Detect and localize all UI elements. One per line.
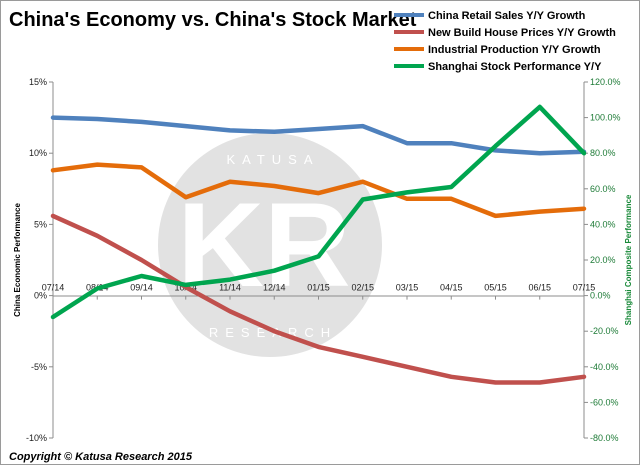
- watermark-top-text: KATUSA: [226, 152, 319, 167]
- left-tick-label: 0%: [34, 291, 47, 301]
- data-point: [318, 192, 319, 194]
- data-point: [96, 118, 98, 120]
- x-tick-label: 03/15: [396, 283, 419, 293]
- legend: China Retail Sales Y/Y Growth New Build H…: [394, 10, 616, 73]
- data-point: [141, 166, 142, 168]
- left-tick-label: 10%: [29, 148, 47, 158]
- x-tick-label: 02/15: [351, 283, 374, 293]
- data-point: [539, 106, 541, 108]
- data-point: [273, 131, 275, 133]
- data-point: [362, 198, 364, 200]
- data-point: [52, 169, 54, 171]
- left-tick-label: -10%: [26, 433, 47, 443]
- data-point: [406, 198, 408, 200]
- data-point: [406, 191, 408, 193]
- y-axis-right-label: Shanghai Composite Performance: [624, 194, 633, 325]
- data-point: [52, 117, 54, 119]
- x-tick-label: 12/14: [263, 283, 286, 293]
- data-point: [273, 185, 275, 187]
- data-point: [185, 125, 187, 127]
- data-point: [362, 181, 364, 183]
- data-point: [229, 310, 231, 312]
- data-point: [96, 235, 98, 237]
- left-tick-label: 5%: [34, 219, 47, 229]
- data-point: [141, 121, 142, 123]
- data-point: [539, 211, 541, 213]
- right-tick-label: 40.0%: [590, 219, 616, 229]
- x-tick-labels: 07/14 08/14 09/14 10/14 11/14 12/14 01/15 02/15…: [42, 283, 596, 300]
- right-tick-label: -20.0%: [590, 326, 619, 336]
- data-point: [495, 149, 496, 151]
- legend-item-label: New Build House Prices Y/Y Growth: [428, 27, 616, 39]
- data-point: [495, 145, 496, 147]
- data-point: [450, 186, 452, 188]
- series-lines: [50, 104, 587, 385]
- x-tick-label: 06/15: [528, 283, 551, 293]
- data-point: [583, 208, 585, 210]
- copyright-text: Copyright © Katusa Research 2015: [9, 451, 193, 463]
- data-point: [52, 215, 54, 217]
- right-tick-label: 60.0%: [590, 184, 616, 194]
- left-tick-label: -5%: [31, 362, 47, 372]
- legend-item-label: Shanghai Stock Performance Y/Y: [428, 61, 602, 73]
- data-point: [185, 284, 187, 286]
- data-point: [539, 381, 541, 383]
- y-axis-left-label: China Economic Performance: [13, 203, 22, 317]
- data-point: [362, 356, 364, 358]
- data-point: [362, 125, 364, 127]
- data-point: [583, 152, 585, 154]
- data-point: [495, 215, 496, 217]
- left-tick-labels: 15% 10% 5% 0% -5% -10%: [26, 77, 53, 443]
- watermark: KR KATUSA RESEARCH: [158, 133, 382, 357]
- x-tick-label: 04/15: [440, 283, 463, 293]
- right-tick-label: -40.0%: [590, 362, 619, 372]
- right-tick-labels: 120.0% 100.0% 80.0% 60.0% 40.0% 20.0% 0.0% -20.…: [584, 77, 621, 443]
- legend-item-label: Industrial Production Y/Y Growth: [428, 44, 601, 56]
- data-point: [229, 129, 231, 131]
- data-point: [406, 366, 408, 368]
- data-point: [273, 330, 275, 332]
- data-point: [273, 270, 275, 272]
- left-tick-label: 15%: [29, 77, 47, 87]
- data-point: [495, 381, 496, 383]
- data-point: [406, 142, 408, 144]
- x-tick-label: 01/15: [307, 283, 330, 293]
- x-tick-label: 07/14: [42, 283, 65, 293]
- data-point: [450, 198, 452, 200]
- data-point: [318, 346, 319, 348]
- right-tick-label: 120.0%: [590, 77, 621, 87]
- watermark-bottom-text: RESEARCH: [209, 325, 337, 340]
- right-tick-label: 0.0%: [590, 291, 611, 301]
- data-point: [318, 255, 319, 257]
- x-tick-label: 07/15: [573, 283, 596, 293]
- data-point: [141, 275, 142, 277]
- data-point: [52, 316, 54, 318]
- data-point: [583, 376, 585, 378]
- data-point: [539, 152, 541, 154]
- right-tick-label: -80.0%: [590, 433, 619, 443]
- data-point: [229, 279, 231, 281]
- right-tick-label: 80.0%: [590, 148, 616, 158]
- watermark-initials: KR: [177, 178, 350, 312]
- legend-item-label: China Retail Sales Y/Y Growth: [428, 10, 586, 22]
- right-tick-label: -60.0%: [590, 397, 619, 407]
- chart-title: China's Economy vs. China's Stock Market: [9, 9, 417, 31]
- data-point: [185, 196, 187, 198]
- data-point: [141, 259, 142, 261]
- right-tick-label: 100.0%: [590, 113, 621, 123]
- data-point: [96, 164, 98, 166]
- data-point: [229, 181, 231, 183]
- right-tick-label: 20.0%: [590, 255, 616, 265]
- data-point: [96, 287, 98, 289]
- data-point: [450, 376, 452, 378]
- data-point: [318, 128, 319, 130]
- x-tick-label: 11/14: [219, 283, 241, 293]
- x-tick-label: 05/15: [484, 283, 507, 293]
- data-point: [450, 142, 452, 144]
- x-tick-label: 09/14: [130, 283, 153, 293]
